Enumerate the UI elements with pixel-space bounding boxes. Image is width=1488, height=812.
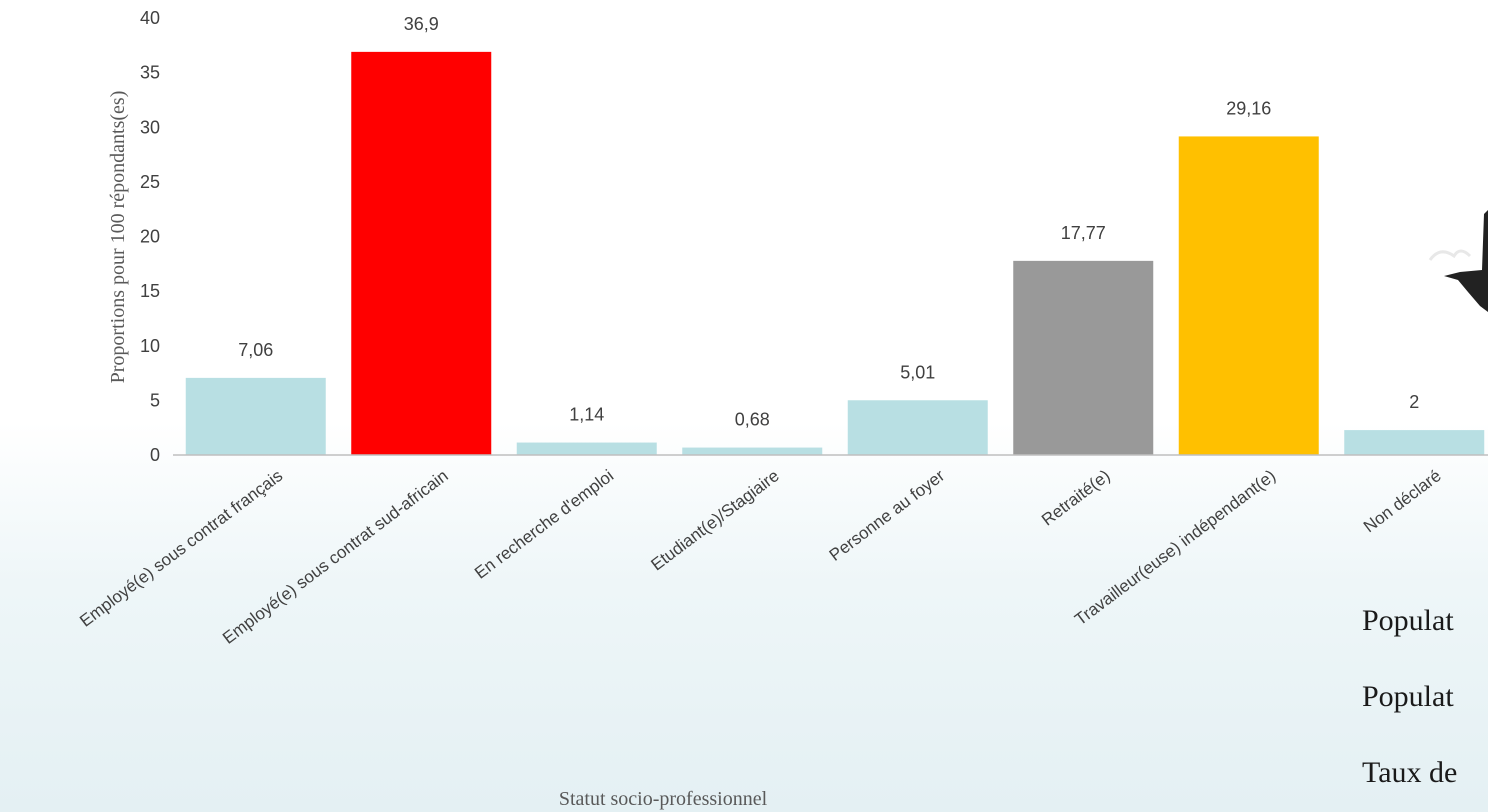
data-label: 36,9	[404, 14, 439, 34]
side-text-line-2: Populat	[1362, 680, 1454, 714]
x-tick-label: Etudiant(e)/Stagiaire	[647, 466, 782, 574]
data-label: 29,16	[1226, 98, 1271, 118]
data-label: 1,14	[569, 405, 604, 425]
bird-silhouette-icon	[1444, 210, 1488, 312]
data-label: 5,01	[900, 362, 935, 382]
y-tick-label: 20	[140, 227, 160, 247]
side-text-line-1: Populat	[1362, 604, 1454, 638]
y-tick-label: 15	[140, 281, 160, 301]
y-tick-label: 10	[140, 336, 160, 356]
x-tick-label: Non déclaré	[1360, 466, 1445, 536]
y-tick-label: 30	[140, 117, 160, 137]
y-tick-label: 35	[140, 63, 160, 83]
bar	[517, 443, 657, 455]
y-tick-label: 5	[150, 390, 160, 410]
data-label: 7,06	[238, 340, 273, 360]
bars	[186, 52, 1485, 455]
bar	[186, 378, 326, 455]
y-axis-title: Proportions pour 100 répondants(es)	[107, 91, 129, 384]
y-tick-label: 25	[140, 172, 160, 192]
x-tick-label: Personne au foyer	[826, 466, 949, 565]
y-tick-label: 0	[150, 445, 160, 465]
y-tick-label: 40	[140, 8, 160, 28]
x-axis-title: Statut socio-professionnel	[559, 788, 768, 810]
x-tick-label: Retraité(e)	[1038, 466, 1114, 530]
faint-cloud-icon	[1430, 251, 1470, 260]
bar	[848, 400, 988, 455]
x-axis-labels: Employé(e) sous contrat françaisEmployé(…	[76, 466, 1444, 648]
bar	[1179, 136, 1319, 455]
side-text-line-3: Taux de	[1362, 756, 1457, 790]
y-axis: 0 5 10 15 20 25 30 35 40	[140, 8, 160, 465]
data-label: 17,77	[1061, 223, 1106, 243]
x-tick-label: En recherche d'emploi	[471, 466, 617, 583]
data-label: 0,68	[735, 410, 770, 430]
bar	[682, 448, 822, 455]
bar	[351, 52, 491, 455]
decorative-illustration	[1400, 80, 1488, 440]
x-tick-label: Travailleur(euse) indépendant(e)	[1071, 466, 1279, 629]
bar	[1013, 261, 1153, 455]
